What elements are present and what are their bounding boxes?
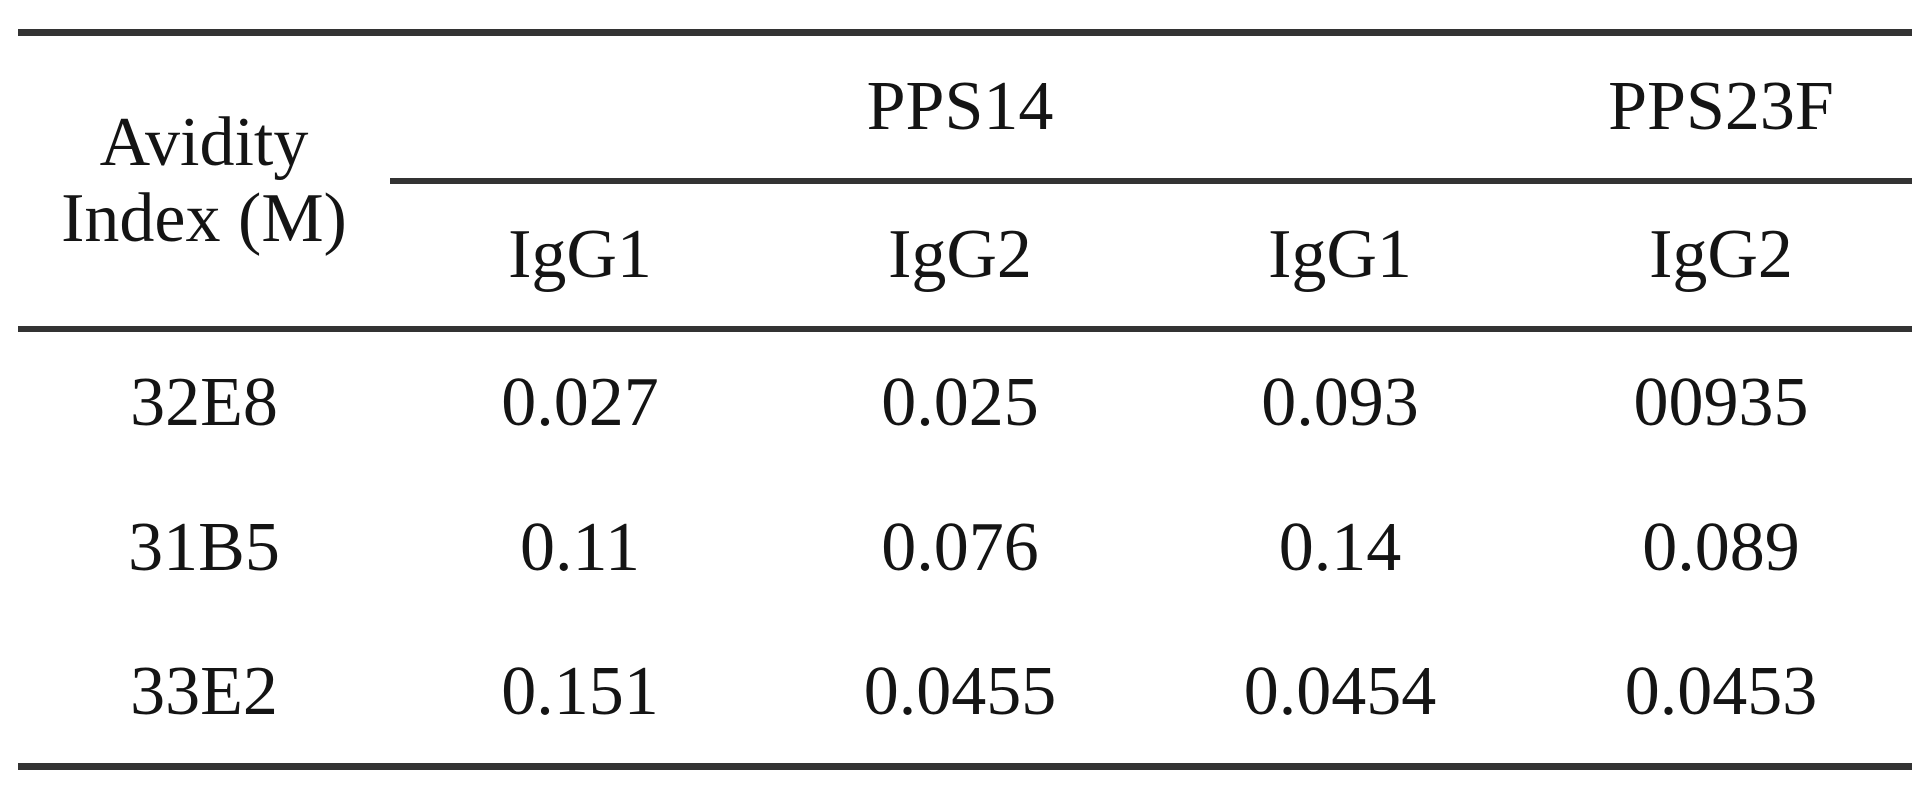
cell-pps14-igg1: 0.027: [501, 364, 659, 442]
row-label: 32E8: [130, 364, 278, 442]
cell-pps23f-igg1: 0.093: [1261, 364, 1419, 442]
subcol-header-pps23f-igg2: IgG2: [1530, 180, 1912, 332]
group-header-pps23f: PPS23F: [1530, 32, 1912, 184]
subcol-header-pps14-igg1: IgG1: [390, 180, 770, 332]
row-label: 33E2: [130, 652, 278, 730]
group-header-pps14: PPS14: [770, 32, 1150, 184]
cell-pps23f-igg2: 0.0453: [1624, 652, 1818, 730]
cell-pps23f-igg2: 00935: [1633, 364, 1809, 442]
subcol-header-pps23f-igg1: IgG1: [1150, 180, 1530, 332]
stub-header-avidity-index: Avidity Index (M): [18, 32, 390, 332]
table-row-32e8: 32E8 0.027 0.025 0.093 00935: [18, 329, 1912, 475]
cell-pps14-igg2: 0.0455: [863, 652, 1057, 730]
stub-header-line2: Index (M): [61, 179, 347, 257]
cell-pps14-igg1: 0.11: [520, 508, 640, 586]
cell-pps14-igg1: 0.151: [501, 652, 659, 730]
cell-pps23f-igg1: 0.0454: [1243, 652, 1437, 730]
group-header-spacer: [390, 32, 770, 184]
avidity-index-table: Avidity Index (M) PPS14 PPS23F IgG1 IgG2…: [18, 29, 1912, 770]
cell-pps14-igg2: 0.076: [881, 508, 1039, 586]
cell-pps23f-igg1: 0.14: [1278, 508, 1402, 586]
cell-pps23f-igg2: 0.089: [1642, 508, 1800, 586]
cell-pps14-igg2: 0.025: [881, 364, 1039, 442]
table-row-33e2: 33E2 0.151 0.0455 0.0454 0.0453: [18, 621, 1912, 767]
table-row-31b5: 31B5 0.11 0.076 0.14 0.089: [18, 475, 1912, 621]
group-header-row: Avidity Index (M) PPS14 PPS23F: [18, 32, 1912, 332]
subcol-header-pps14-igg2: IgG2: [770, 180, 1150, 332]
subcolumn-header-row: IgG1 IgG2 IgG1 IgG2: [18, 180, 1912, 332]
row-label: 31B5: [128, 508, 280, 586]
stub-header-line1: Avidity: [99, 104, 309, 182]
group-header-spacer: [1150, 32, 1530, 184]
